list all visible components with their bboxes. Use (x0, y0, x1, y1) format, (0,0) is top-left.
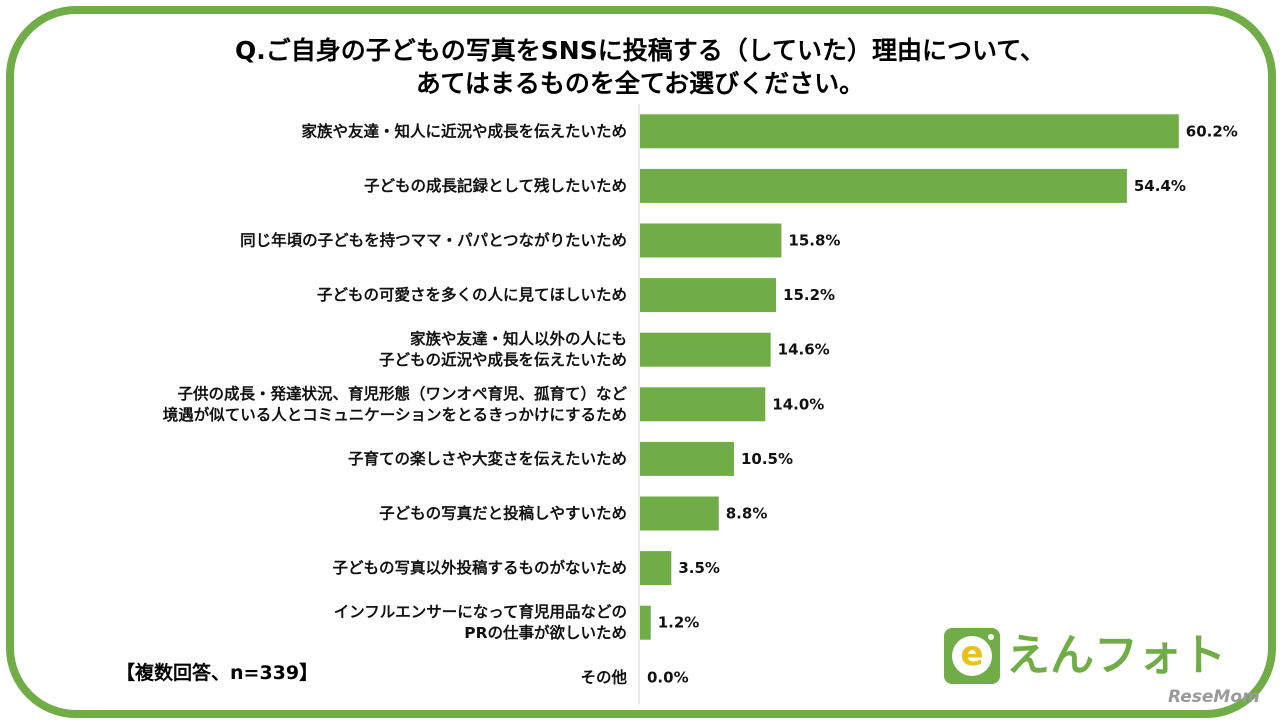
category-label-9-0: インフルエンサーになって育児用品などの (334, 602, 627, 621)
category-label-5-1: 境遇が似ている人とコミュニケーションをとるきっかけにするため (163, 405, 627, 424)
category-label-5-0: 子供の成長・発達状況、育児形態（ワンオペ育児、孤育て）など (177, 384, 627, 403)
category-label-7: 子どもの写真だと投稿しやすいため (379, 504, 627, 523)
bar-9 (640, 605, 651, 640)
bar-4 (640, 332, 771, 367)
chart-title: Q.ご自身の子どもの写真をSNSに投稿する（していた）理由について、 あてはまる… (0, 34, 1280, 100)
logo-text: えんフォト (1006, 630, 1226, 681)
value-label-2: 15.8% (788, 232, 840, 250)
value-label-9: 1.2% (658, 614, 700, 632)
source-watermark: ReseMom (1168, 687, 1260, 707)
value-label-4: 14.6% (778, 341, 830, 359)
rounded-frame (6, 6, 1276, 718)
sample-size-note: 【複数回答、n=339】 (116, 662, 319, 684)
category-label-4-0: 家族や友達・知人以外の人にも (410, 329, 627, 348)
category-label-3: 子どもの可愛さを多くの人に見てほしいため (317, 285, 627, 304)
bar-8 (640, 551, 672, 586)
value-label-6: 10.5% (741, 450, 793, 468)
category-label-1: 子どもの成長記録として残したいため (364, 176, 627, 195)
value-label-7: 8.8% (726, 505, 768, 523)
category-label-8: 子どもの写真以外投稿するものがないため (332, 558, 627, 577)
logo-badge-letter: e (960, 634, 984, 674)
value-label-1: 54.4% (1134, 177, 1186, 195)
category-label-0: 家族や友達・知人に近況や成長を伝えたいため (301, 121, 627, 140)
enphoto-camera-icon: e (944, 628, 1000, 684)
bar-3 (640, 278, 777, 313)
bar-2 (640, 223, 782, 258)
value-label-5: 14.0% (772, 395, 824, 413)
category-label-9-1: PRの仕事が欲しいため (464, 623, 627, 642)
value-label-10: 0.0% (647, 668, 689, 686)
title-line-2: あてはまるものを全てお選びください。 (415, 69, 865, 98)
category-label-10: その他 (580, 667, 627, 686)
category-label-6: 子育ての楽しさや大変さを伝えたいため (348, 449, 627, 468)
value-label-8: 3.5% (678, 559, 720, 577)
value-label-3: 15.2% (783, 286, 835, 304)
bar-0 (640, 114, 1179, 149)
bar-1 (640, 168, 1127, 203)
title-line-1: Q.ご自身の子どもの写真をSNSに投稿する（していた）理由について、 (235, 36, 1045, 65)
category-label-4-1: 子どもの近況や成長を伝えたいため (379, 350, 627, 369)
bar-7 (640, 496, 719, 531)
bar-5 (640, 387, 766, 422)
value-label-0: 60.2% (1186, 122, 1238, 140)
category-label-2: 同じ年頃の子どもを持つママ・パパとつながりたいため (240, 231, 627, 250)
bar-6 (640, 441, 734, 476)
